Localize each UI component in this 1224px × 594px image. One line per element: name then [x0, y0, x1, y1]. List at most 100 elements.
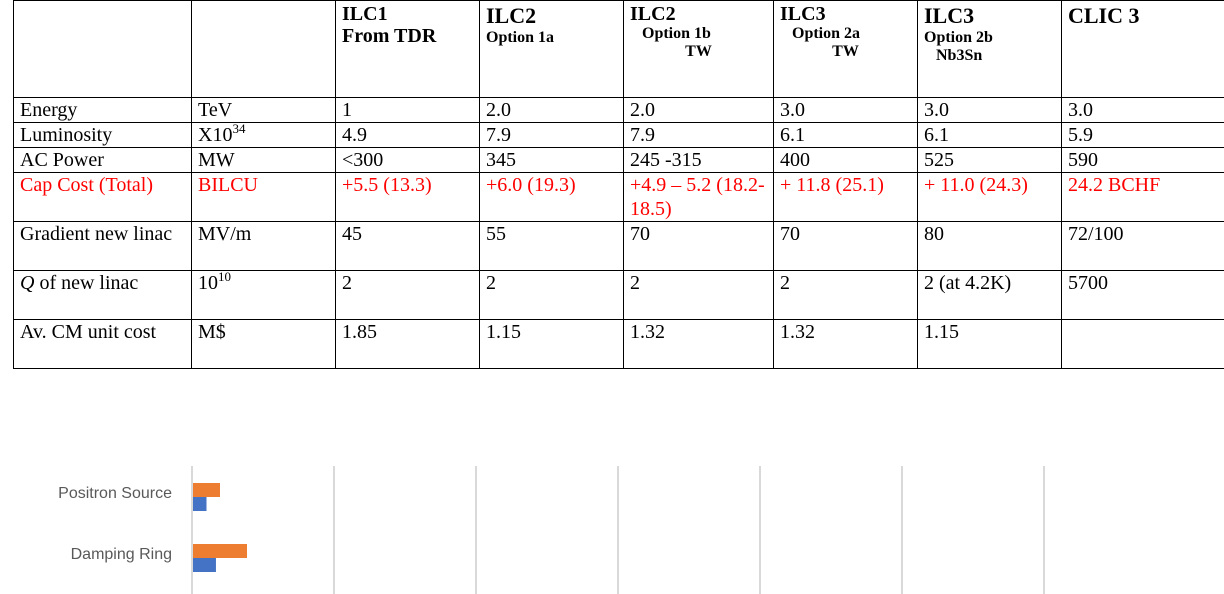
value-cell: 72/100 [1061, 221, 1224, 271]
value-cell: 6.1 [917, 122, 1062, 148]
value-cell: + 11.8 (25.1) [773, 172, 918, 222]
unit-cell: X1034 [191, 121, 336, 148]
bar-chart-svg [191, 466, 1045, 594]
value-cell: 5.9 [1061, 122, 1224, 148]
header-title: CLIC 3 [1068, 3, 1140, 28]
value-cell: +5.5 (13.3) [335, 172, 480, 222]
unit-base: X10 [198, 124, 233, 146]
header-subtitle: Option 1b [642, 25, 711, 42]
value-cell: 3.0 [773, 97, 918, 123]
value-cell: 1.15 [917, 319, 1062, 369]
unit-exponent: 34 [232, 121, 246, 136]
header-title: ILC3 [780, 3, 826, 25]
value-cell: 525 [917, 147, 1062, 173]
table-row: AC Power MW <300 345 245 -315 400 525 59… [13, 147, 1224, 173]
value-cell: + 11.0 (24.3) [917, 172, 1062, 222]
value-cell: 7.9 [623, 122, 774, 148]
param-cell: AC Power [13, 147, 192, 173]
value-cell: 7.9 [479, 122, 624, 148]
value-cell: +6.0 (19.3) [479, 172, 624, 222]
header-subtitle: Option 2a [792, 25, 861, 42]
value-cell: 4.9 [335, 122, 480, 148]
header-cell-ilc2-1b: ILC2 Option 1b TW [623, 0, 774, 98]
bar-orange-1 [193, 544, 247, 558]
value-cell: 590 [1061, 147, 1224, 173]
unit-cell: MW [191, 147, 336, 173]
table-row: Energy TeV 1 2.0 2.0 3.0 3.0 3.0 [13, 97, 1224, 123]
param-cell: Luminosity [13, 122, 192, 148]
header-cell-clic3: CLIC 3 [1061, 0, 1224, 98]
table-row: Luminosity X1034 4.9 7.9 7.9 6.1 6.1 5.9 [13, 121, 1224, 148]
value-cell: 55 [479, 221, 624, 271]
header-cell-ilc3-2b: ILC3 Option 2b Nb3Sn [917, 0, 1062, 98]
unit-cell: 1010 [191, 269, 336, 320]
header-subtitle: Option 2b [924, 29, 993, 46]
category-label: Damping Ring [70, 546, 172, 563]
unit-exponent: 10 [218, 269, 231, 284]
header-row: ILC1 From TDR ILC2 Option 1a ILC2 Option… [13, 0, 1224, 98]
header-cell-ilc3-2a: ILC3 Option 2a TW [773, 0, 918, 98]
param-cell: Q of new linac [13, 270, 192, 320]
header-cell-ilc2-1a: ILC2 Option 1a [479, 0, 624, 98]
value-cell: 3.0 [917, 97, 1062, 123]
value-cell: 400 [773, 147, 918, 173]
value-cell: 3.0 [1061, 97, 1224, 123]
unit-cell: M$ [191, 319, 336, 369]
value-cell: 2 [623, 270, 774, 320]
table-row-cap-cost: Cap Cost (Total) BILCU +5.5 (13.3) +6.0 … [13, 172, 1224, 222]
bar-chart: Positron Source Damping Ring [0, 466, 1224, 594]
bar-blue-1 [193, 558, 216, 572]
unit-cell: MV/m [191, 221, 336, 271]
param-cell: Av. CM unit cost [13, 319, 192, 369]
value-cell: 1.32 [773, 319, 918, 369]
category-label: Positron Source [58, 485, 172, 502]
value-cell: 2 [479, 270, 624, 320]
table-row: Q of new linac 1010 2 2 2 2 2 (at 4.2K) … [13, 269, 1224, 320]
header-subtitle: Option 1a [486, 29, 555, 46]
value-cell: 1 [335, 97, 480, 123]
header-cell-unit [191, 0, 336, 98]
value-cell: 2.0 [479, 97, 624, 123]
value-cell: 245 -315 [623, 147, 774, 173]
header-cell-ilc1: ILC1 From TDR [335, 0, 480, 98]
table-row: Av. CM unit cost M$ 1.85 1.15 1.32 1.32 … [13, 319, 1224, 369]
param-cell: Cap Cost (Total) [13, 172, 192, 222]
value-cell: 2 [773, 270, 918, 320]
header-subtitle-2: TW [685, 43, 712, 60]
value-cell: 70 [623, 221, 774, 271]
comparison-table: ILC1 From TDR ILC2 Option 1a ILC2 Option… [13, 0, 1224, 369]
value-cell: +4.9 – 5.2 (18.2-18.5) [623, 172, 774, 222]
unit-base: 10 [198, 272, 218, 294]
value-cell: 1.15 [479, 319, 624, 369]
bar-blue-0 [193, 497, 207, 511]
unit-cell: TeV [191, 97, 336, 123]
value-cell [1061, 319, 1224, 369]
value-cell: 45 [335, 221, 480, 271]
header-title: ILC3 [924, 3, 975, 28]
unit-cell: BILCU [191, 172, 336, 222]
value-cell: 24.2 BCHF [1061, 172, 1224, 222]
bar-orange-0 [193, 483, 220, 497]
value-cell: 80 [917, 221, 1062, 271]
param-cell: Gradient new linac [13, 221, 192, 271]
header-title: ILC2 [630, 3, 676, 25]
value-cell: 2 (at 4.2K) [917, 270, 1062, 320]
param-symbol: Q [20, 272, 35, 294]
value-cell: 2.0 [623, 97, 774, 123]
value-cell: 2 [335, 270, 480, 320]
header-cell-param [13, 0, 192, 98]
value-cell: 1.85 [335, 319, 480, 369]
param-cell: Energy [13, 97, 192, 123]
header-title: ILC2 [486, 3, 537, 28]
header-subtitle-2: TW [832, 43, 859, 60]
value-cell: 6.1 [773, 122, 918, 148]
value-cell: 70 [773, 221, 918, 271]
value-cell: <300 [335, 147, 480, 173]
value-cell: 345 [479, 147, 624, 173]
value-cell: 1.32 [623, 319, 774, 369]
header-subtitle: From TDR [342, 25, 437, 47]
table-row: Gradient new linac MV/m 45 55 70 70 80 7… [13, 221, 1224, 271]
header-title: ILC1 [342, 3, 388, 25]
param-text: of new linac [34, 272, 139, 294]
value-cell: 5700 [1061, 270, 1224, 320]
